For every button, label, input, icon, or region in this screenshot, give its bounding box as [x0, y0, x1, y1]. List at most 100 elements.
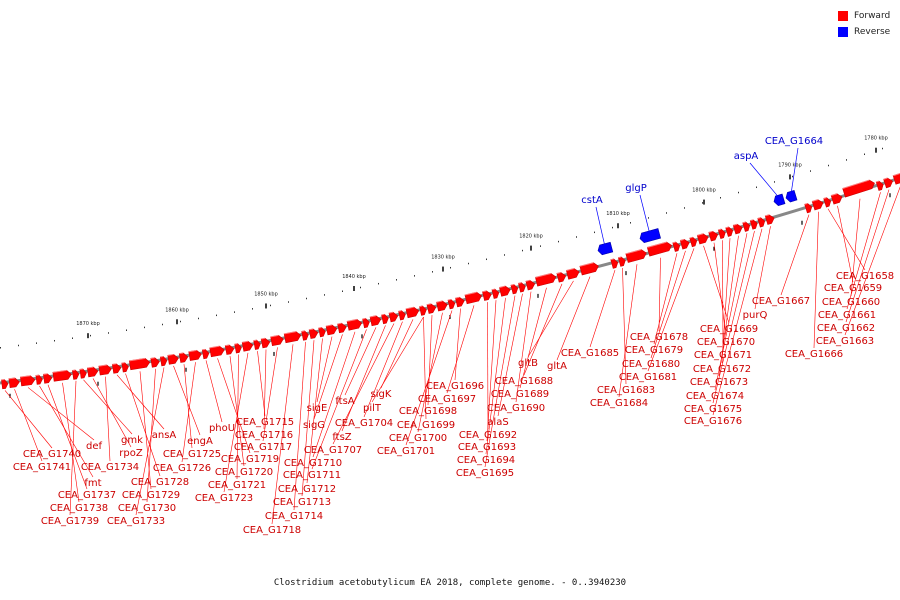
- forward-gene-arrow[interactable]: [318, 326, 327, 338]
- forward-gene-label[interactable]: alaS: [487, 417, 508, 428]
- forward-gene-label[interactable]: CEA_G1700: [389, 433, 447, 444]
- forward-gene-label[interactable]: CEA_G1670: [697, 337, 755, 348]
- forward-gene-label[interactable]: CEA_G1714: [265, 511, 323, 522]
- forward-gene-label[interactable]: rpoZ: [119, 448, 143, 459]
- forward-gene-arrow[interactable]: [346, 318, 363, 331]
- forward-gene-arrow[interactable]: [325, 324, 338, 336]
- forward-gene-label[interactable]: CEA_G1658: [836, 271, 894, 282]
- forward-gene-arrow[interactable]: [625, 249, 648, 263]
- forward-gene-arrow[interactable]: [566, 268, 580, 280]
- forward-gene-label[interactable]: purQ: [743, 310, 768, 321]
- forward-gene-arrow[interactable]: [381, 313, 390, 325]
- forward-gene-label[interactable]: CEA_G1717: [234, 442, 292, 453]
- forward-gene-label[interactable]: CEA_G1674: [686, 391, 744, 402]
- forward-gene-label[interactable]: CEA_G1721: [208, 480, 266, 491]
- forward-gene-arrow[interactable]: [35, 374, 43, 385]
- forward-gene-arrow[interactable]: [43, 373, 53, 384]
- forward-gene-arrow[interactable]: [72, 369, 80, 380]
- forward-gene-arrow[interactable]: [610, 258, 619, 269]
- reverse-gene-label[interactable]: aspA: [734, 151, 759, 162]
- forward-gene-label[interactable]: CEA_G1726: [153, 463, 211, 474]
- forward-gene-arrow[interactable]: [128, 357, 151, 371]
- forward-gene-label[interactable]: CEA_G1740: [23, 449, 81, 460]
- reverse-gene-label[interactable]: CEA_G1664: [765, 136, 823, 147]
- forward-gene-arrow[interactable]: [283, 331, 302, 344]
- forward-gene-arrow[interactable]: [811, 198, 824, 211]
- forward-gene-arrow[interactable]: [398, 310, 407, 321]
- forward-gene-label[interactable]: CEA_G1707: [304, 445, 362, 456]
- forward-gene-arrow[interactable]: [883, 177, 894, 189]
- reverse-gene-arrow[interactable]: [785, 190, 798, 203]
- forward-gene-label[interactable]: CEA_G1693: [458, 442, 516, 453]
- forward-gene-label[interactable]: gltA: [547, 361, 567, 372]
- forward-gene-arrow[interactable]: [8, 377, 20, 388]
- forward-gene-arrow[interactable]: [757, 217, 766, 228]
- forward-gene-arrow[interactable]: [696, 233, 709, 245]
- forward-gene-label[interactable]: CEA_G1723: [195, 493, 253, 504]
- forward-gene-arrow[interactable]: [830, 193, 843, 205]
- forward-gene-arrow[interactable]: [270, 334, 284, 347]
- forward-gene-arrow[interactable]: [1, 379, 9, 390]
- forward-gene-arrow[interactable]: [482, 290, 492, 301]
- forward-gene-arrow[interactable]: [679, 238, 690, 250]
- forward-gene-label[interactable]: CEA_G1713: [273, 497, 331, 508]
- forward-gene-label[interactable]: CEA_G1659: [824, 283, 882, 294]
- forward-gene-label[interactable]: CEA_G1715: [236, 417, 294, 428]
- forward-gene-arrow[interactable]: [823, 197, 832, 208]
- forward-gene-label[interactable]: CEA_G1716: [235, 430, 293, 441]
- forward-gene-arrow[interactable]: [749, 219, 758, 230]
- forward-gene-arrow[interactable]: [98, 364, 112, 376]
- forward-gene-label[interactable]: CEA_G1711: [283, 470, 341, 481]
- forward-gene-arrow[interactable]: [717, 228, 726, 239]
- forward-gene-label[interactable]: CEA_G1697: [418, 394, 476, 405]
- forward-gene-arrow[interactable]: [121, 362, 129, 373]
- forward-gene-arrow[interactable]: [79, 368, 87, 379]
- reverse-gene-label[interactable]: cstA: [581, 195, 603, 206]
- forward-gene-arrow[interactable]: [732, 223, 743, 235]
- forward-gene-label[interactable]: CEA_G1673: [690, 377, 748, 388]
- forward-gene-label[interactable]: CEA_G1678: [630, 332, 688, 343]
- forward-gene-label[interactable]: CEA_G1667: [752, 296, 810, 307]
- forward-gene-arrow[interactable]: [308, 328, 319, 339]
- forward-gene-arrow[interactable]: [209, 345, 225, 358]
- forward-gene-arrow[interactable]: [224, 344, 235, 355]
- forward-gene-label[interactable]: CEA_G1741: [13, 462, 71, 473]
- forward-gene-arrow[interactable]: [337, 322, 348, 334]
- forward-gene-arrow[interactable]: [804, 202, 813, 214]
- forward-gene-arrow[interactable]: [388, 311, 399, 323]
- forward-gene-label[interactable]: CEA_G1666: [785, 349, 843, 360]
- forward-gene-arrow[interactable]: [426, 303, 437, 314]
- forward-gene-arrow[interactable]: [20, 375, 36, 387]
- forward-gene-label[interactable]: ftsZ: [332, 432, 351, 443]
- forward-gene-label[interactable]: CEA_G1696: [426, 381, 484, 392]
- forward-gene-label[interactable]: CEA_G1719: [221, 454, 279, 465]
- forward-gene-arrow[interactable]: [708, 230, 719, 242]
- reverse-gene-arrow[interactable]: [639, 228, 661, 244]
- forward-gene-arrow[interactable]: [159, 356, 168, 367]
- forward-gene-label[interactable]: CEA_G1690: [487, 403, 545, 414]
- forward-gene-label[interactable]: CEA_G1679: [625, 345, 683, 356]
- forward-gene-arrow[interactable]: [510, 283, 519, 295]
- forward-gene-arrow[interactable]: [87, 366, 99, 378]
- forward-gene-label[interactable]: CEA_G1685: [561, 348, 619, 359]
- forward-gene-arrow[interactable]: [742, 221, 751, 232]
- forward-gene-label[interactable]: CEA_G1733: [107, 516, 165, 527]
- forward-gene-label[interactable]: pilT: [363, 403, 382, 414]
- forward-gene-label[interactable]: CEA_G1660: [822, 297, 880, 308]
- forward-gene-label[interactable]: CEA_G1692: [459, 430, 517, 441]
- forward-gene-arrow[interactable]: [260, 337, 271, 349]
- reverse-gene-label[interactable]: glgP: [625, 183, 647, 194]
- forward-gene-label[interactable]: sigG: [303, 420, 325, 431]
- forward-gene-arrow[interactable]: [764, 214, 775, 225]
- forward-gene-arrow[interactable]: [241, 340, 254, 352]
- forward-gene-label[interactable]: CEA_G1694: [457, 455, 515, 466]
- forward-gene-arrow[interactable]: [447, 298, 456, 310]
- forward-gene-label[interactable]: phoU: [209, 423, 235, 434]
- forward-gene-label[interactable]: def: [86, 441, 103, 452]
- forward-gene-arrow[interactable]: [725, 226, 734, 237]
- forward-gene-arrow[interactable]: [111, 363, 122, 374]
- forward-gene-arrow[interactable]: [525, 279, 536, 291]
- forward-gene-arrow[interactable]: [405, 306, 420, 319]
- forward-gene-label[interactable]: CEA_G1661: [818, 310, 876, 321]
- forward-gene-label[interactable]: CEA_G1728: [131, 477, 189, 488]
